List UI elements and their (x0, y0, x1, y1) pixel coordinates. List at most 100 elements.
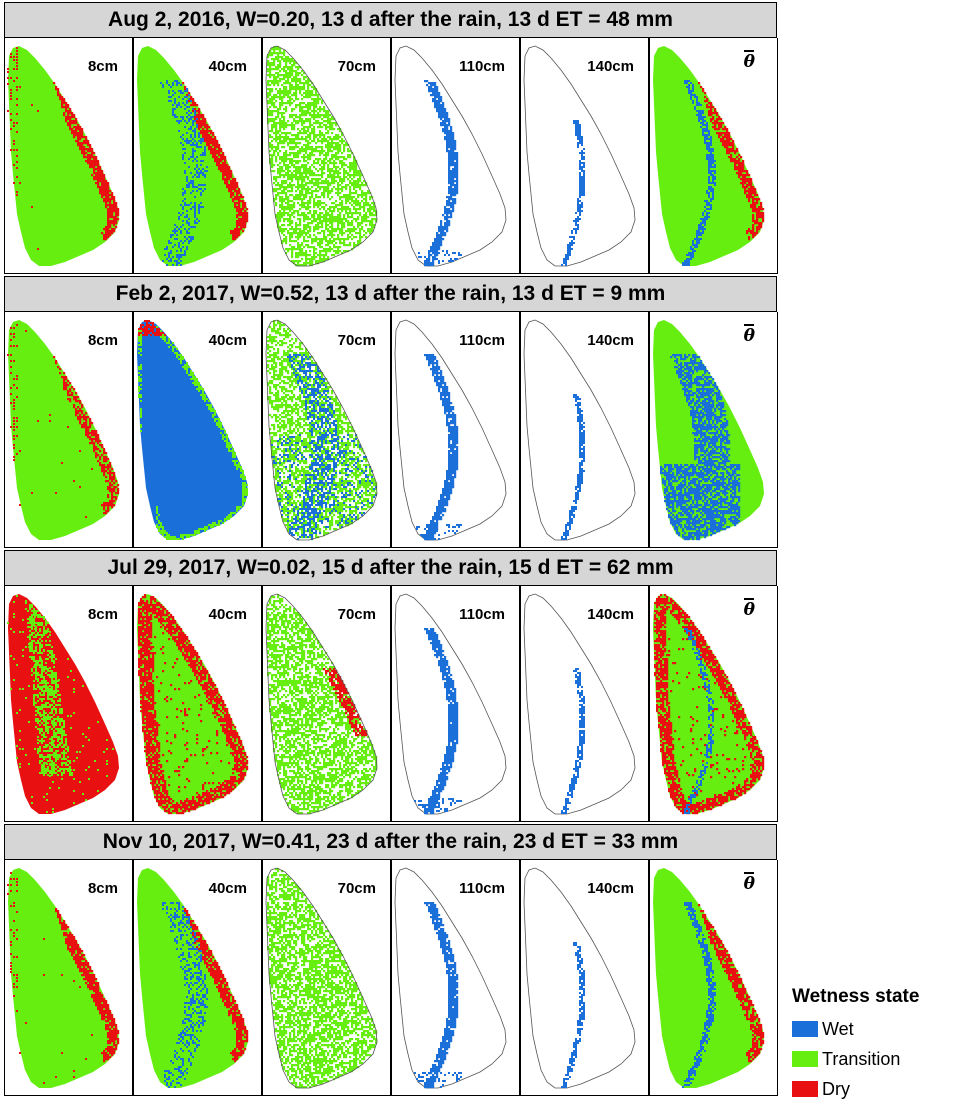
catchment-outline (394, 593, 507, 815)
dry-area (8, 594, 119, 814)
dry-cells-left (7, 324, 18, 461)
dry-scatter (13, 330, 93, 518)
catchment-outline (265, 319, 378, 541)
legend-item-dry: Dry (792, 1078, 850, 1100)
row-title: Jul 29, 2017, W=0.02, 15 d after the rai… (4, 550, 777, 586)
transition-left (138, 324, 142, 432)
wet-channel (561, 942, 585, 1088)
dry-cells-left (7, 872, 18, 1012)
legend-label: Dry (822, 1079, 850, 1100)
depth-label: 70cm (338, 606, 376, 623)
wet-cells (271, 354, 377, 540)
legend-title: Wetness state (792, 986, 919, 1008)
catchment-outline (523, 593, 636, 815)
wet-area (137, 320, 248, 540)
wet-channel (561, 120, 585, 266)
catchment-outline (265, 867, 378, 1089)
dry-cells (182, 82, 249, 241)
map-panel: 8cm (4, 312, 133, 548)
theta-overbar (744, 324, 754, 326)
map-panel: θ (649, 860, 778, 1096)
depth-label: 40cm (209, 880, 247, 897)
mean-theta-label: θ (744, 874, 755, 894)
depth-label: 8cm (88, 880, 118, 897)
legend-swatch-transition (792, 1051, 818, 1067)
wet-channel (684, 628, 714, 814)
wet-channel (424, 80, 459, 267)
map-panel: θ (649, 38, 778, 274)
transition-area (8, 320, 119, 540)
transition-area (137, 594, 248, 814)
wet-cells (660, 354, 741, 541)
depth-label: 140cm (587, 58, 634, 75)
legend-item-wet: Wet (792, 1018, 854, 1040)
depth-label: 40cm (209, 332, 247, 349)
transition-cells (267, 594, 378, 815)
transition-cells (267, 46, 378, 267)
dry-cells (55, 908, 120, 1063)
map-panel: θ (649, 586, 778, 822)
dry-cells (698, 904, 765, 1063)
legend-label: Transition (822, 1049, 900, 1070)
map-panel: 70cm (262, 860, 391, 1096)
panel-strip: 8cm 40cm 70cm 110cm 140cm θ (4, 312, 779, 548)
depth-label: 40cm (209, 606, 247, 623)
panel-strip: 8cm 40cm 70cm 110cm 140cm θ (4, 586, 779, 822)
wet-channel (424, 902, 459, 1089)
wet-outlet (414, 798, 462, 812)
depth-label: 8cm (88, 332, 118, 349)
depth-label: 40cm (209, 58, 247, 75)
map-panel: 140cm (520, 312, 649, 548)
dry-scatter (7, 878, 93, 1084)
transition-scatter (7, 595, 114, 813)
catchment-outline (523, 319, 636, 541)
dry-cells (698, 82, 765, 241)
map-panel: 8cm (4, 586, 133, 822)
catchment-outline (394, 319, 507, 541)
wet-outlet (418, 250, 462, 266)
legend-swatch-wet (792, 1021, 818, 1037)
map-panel: 70cm (262, 38, 391, 274)
depth-label: 70cm (338, 58, 376, 75)
catchment-outline (265, 45, 378, 267)
wet-channel (682, 902, 716, 1088)
depth-label: 140cm (587, 880, 634, 897)
map-panel: 8cm (4, 38, 133, 274)
depth-label: 8cm (88, 606, 118, 623)
theta-overbar (744, 50, 754, 52)
dry-scatter (7, 68, 75, 250)
row-title: Feb 2, 2017, W=0.52, 13 d after the rain… (4, 276, 777, 312)
wet-channel (424, 628, 459, 815)
depth-label: 140cm (587, 332, 634, 349)
legend-label: Wet (822, 1019, 854, 1040)
depth-label: 110cm (459, 880, 505, 897)
map-panel: 110cm (391, 312, 520, 548)
map-panel: 70cm (262, 312, 391, 548)
catchment-outline (523, 45, 636, 267)
depth-label: 110cm (459, 332, 505, 349)
row-title: Aug 2, 2016, W=0.20, 13 d after the rain… (4, 2, 777, 38)
legend-swatch-dry (792, 1081, 818, 1097)
wet-outlet (416, 524, 462, 540)
dry-cells (53, 82, 120, 241)
map-panel: 110cm (391, 38, 520, 274)
mean-theta-label: θ (744, 52, 755, 72)
catchment-outline (394, 867, 507, 1089)
depth-label: 70cm (338, 332, 376, 349)
map-panel: 140cm (520, 38, 649, 274)
wet-cells (160, 80, 208, 266)
depth-label: 8cm (88, 58, 118, 75)
catchment-outline (394, 45, 507, 267)
legend: Wetness state Wet Transition Dry (790, 986, 950, 1106)
map-panel: 40cm (133, 38, 262, 274)
transition-area (8, 46, 119, 266)
wet-channel (682, 80, 716, 266)
map-panel: 140cm (520, 860, 649, 1096)
map-panel: 110cm (391, 586, 520, 822)
wet-channel (561, 394, 585, 540)
map-panel: 8cm (4, 860, 133, 1096)
panel-strip: 8cm 40cm 70cm 110cm 140cm θ (4, 38, 779, 274)
map-panel: 140cm (520, 586, 649, 822)
wet-outlet (414, 1072, 462, 1088)
map-panel: 70cm (262, 586, 391, 822)
